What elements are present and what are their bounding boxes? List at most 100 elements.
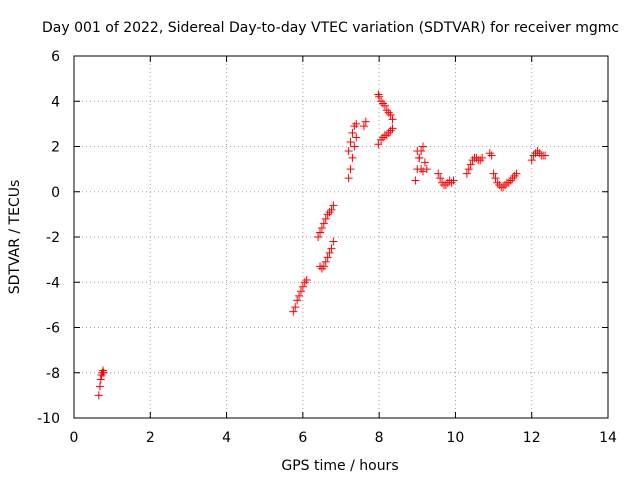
x-tick-label: 2 xyxy=(146,430,155,446)
data-point xyxy=(319,262,328,271)
data-point xyxy=(378,133,387,142)
x-tick-label: 10 xyxy=(447,430,465,446)
data-point xyxy=(380,101,389,110)
data-point xyxy=(493,178,502,187)
data-point xyxy=(388,115,397,124)
data-point xyxy=(420,158,429,167)
data-point xyxy=(325,208,334,217)
data-point xyxy=(499,183,508,192)
data-point xyxy=(98,366,107,375)
data-point xyxy=(504,178,513,187)
data-point xyxy=(350,142,359,151)
data-points xyxy=(94,90,550,400)
data-point xyxy=(302,275,311,284)
y-tick-label: -4 xyxy=(46,275,60,291)
data-point xyxy=(348,128,357,137)
grid-lines xyxy=(74,56,608,418)
x-tick-label: 12 xyxy=(523,430,541,446)
data-point xyxy=(289,307,298,316)
data-point xyxy=(323,210,332,219)
data-point xyxy=(441,180,450,189)
data-point xyxy=(329,237,338,246)
y-tick-label: 4 xyxy=(51,94,60,110)
data-point xyxy=(386,110,395,119)
y-tick-label: -2 xyxy=(46,230,60,246)
x-tick-label: 0 xyxy=(70,430,79,446)
data-point xyxy=(478,153,487,162)
x-tick-label: 14 xyxy=(599,430,617,446)
data-point xyxy=(415,153,424,162)
data-point xyxy=(374,140,383,149)
data-point xyxy=(327,205,336,214)
data-point xyxy=(417,165,426,174)
data-point xyxy=(489,169,498,178)
data-point xyxy=(487,151,496,160)
data-point xyxy=(314,233,323,241)
data-point xyxy=(384,128,393,137)
y-tick-label: 6 xyxy=(51,49,60,65)
data-point xyxy=(384,108,393,117)
data-point xyxy=(476,156,485,165)
y-tick-label: -8 xyxy=(46,366,60,382)
data-point xyxy=(99,368,108,377)
y-tick-label: 0 xyxy=(51,185,60,201)
y-tick-label: -6 xyxy=(46,321,60,337)
data-point xyxy=(419,167,428,176)
data-point xyxy=(375,92,384,101)
data-point xyxy=(317,223,326,232)
data-point xyxy=(352,133,361,142)
data-point xyxy=(95,382,104,391)
data-point xyxy=(352,119,361,128)
data-point xyxy=(97,371,106,380)
data-point xyxy=(378,99,387,108)
data-point xyxy=(382,131,391,140)
axis-ticks: 0 2 4 6 8 10 12 14 -10 -8 -6 -4 -2 0 2 4 6 xyxy=(37,49,617,446)
data-point xyxy=(293,296,302,305)
y-tick-label: 2 xyxy=(51,140,60,156)
data-point xyxy=(466,160,475,169)
data-point xyxy=(529,151,538,160)
x-tick-label: 8 xyxy=(375,430,384,446)
data-point xyxy=(386,126,395,135)
data-point xyxy=(344,147,353,156)
data-point xyxy=(501,180,510,189)
y-axis-label: SDTVAR / TECUs xyxy=(7,180,23,295)
data-point xyxy=(317,264,326,273)
data-point xyxy=(350,122,359,131)
data-point xyxy=(296,287,305,296)
data-point xyxy=(316,228,325,237)
data-point xyxy=(96,375,105,384)
data-point xyxy=(512,169,521,178)
data-point xyxy=(506,176,515,185)
data-point xyxy=(447,178,456,187)
data-point xyxy=(359,122,368,131)
y-tick-label: -10 xyxy=(37,411,60,427)
data-point xyxy=(348,153,357,162)
data-point xyxy=(94,391,103,400)
data-point xyxy=(413,147,422,156)
data-point xyxy=(510,171,519,180)
data-point xyxy=(361,117,370,126)
data-point xyxy=(382,106,391,115)
data-point xyxy=(327,244,336,253)
x-axis-label: GPS time / hours xyxy=(281,458,398,474)
data-point xyxy=(298,282,307,291)
data-point xyxy=(291,303,300,312)
data-point xyxy=(344,174,353,183)
data-point xyxy=(321,257,330,266)
data-point xyxy=(325,248,334,257)
data-point xyxy=(533,147,542,156)
data-point xyxy=(346,137,355,146)
data-point xyxy=(346,165,355,174)
data-point xyxy=(541,151,550,160)
data-point xyxy=(485,149,494,158)
data-point xyxy=(464,165,473,174)
data-point xyxy=(388,124,397,133)
data-point xyxy=(319,219,328,228)
data-point xyxy=(491,174,500,183)
chart-title: Day 001 of 2022, Sidereal Day-to-day VTE… xyxy=(42,20,619,36)
data-point xyxy=(323,253,332,262)
data-point xyxy=(535,149,544,158)
data-point xyxy=(436,174,445,183)
data-point xyxy=(527,156,536,165)
